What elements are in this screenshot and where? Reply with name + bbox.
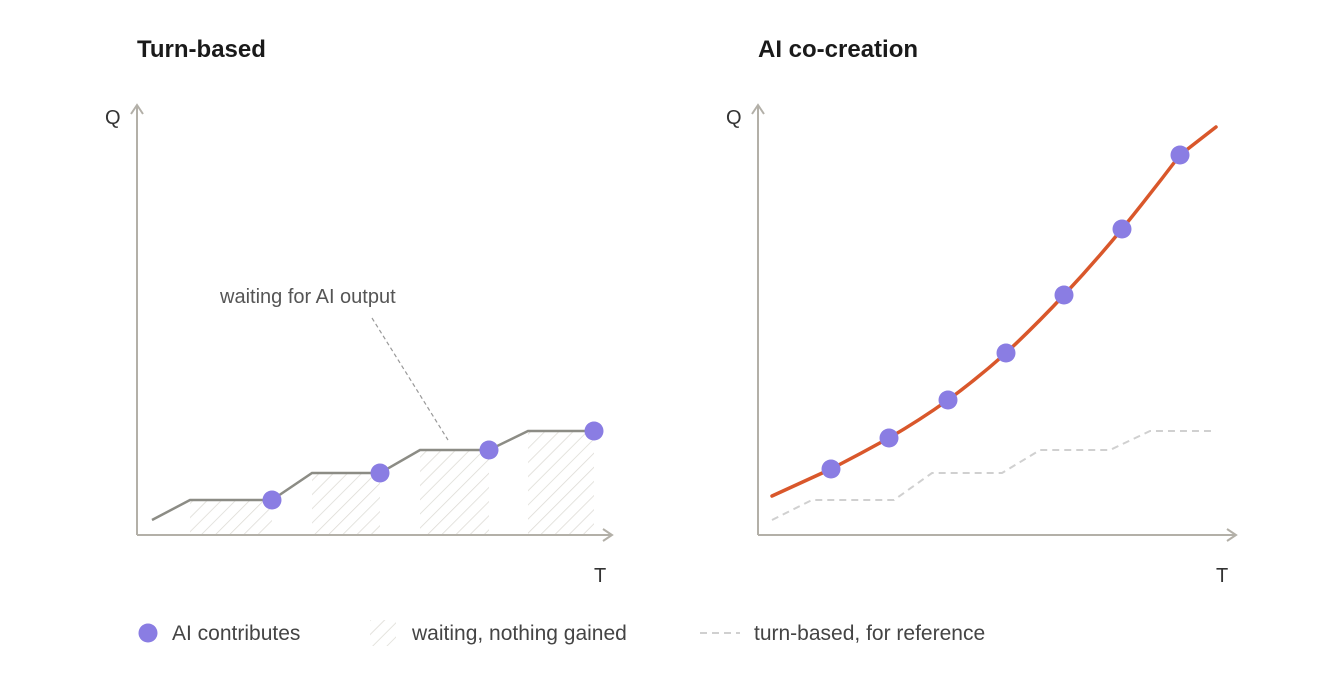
reference-line [771, 430, 1216, 521]
panel-title: Turn-based [137, 36, 266, 63]
turn-based-panel: Turn-based Q T waiting for AI output [105, 36, 614, 587]
co-creation-panel: AI co-creation Q T [726, 36, 1238, 587]
y-label: Q [105, 107, 121, 129]
legend-dot [138, 623, 158, 643]
quality-curve [770, 125, 1218, 498]
axes [130, 103, 614, 542]
legend-label: AI contributes [172, 622, 300, 645]
legend-hatch [370, 620, 396, 646]
y-label: Q [726, 107, 742, 129]
x-label: T [594, 565, 606, 587]
contribution-dots [262, 421, 604, 510]
legend: AI contributes waiting, nothing gained t… [138, 620, 985, 646]
annotation: waiting for AI output [219, 286, 396, 308]
panel-title: AI co-creation [758, 36, 918, 63]
annotation-leader [371, 317, 449, 441]
x-label: T [1216, 565, 1228, 587]
axes [751, 103, 1238, 542]
contribution-dots [821, 145, 1190, 479]
legend-label: turn-based, for reference [754, 622, 985, 645]
legend-label: waiting, nothing gained [411, 622, 627, 645]
hatched-waiting [190, 431, 594, 535]
